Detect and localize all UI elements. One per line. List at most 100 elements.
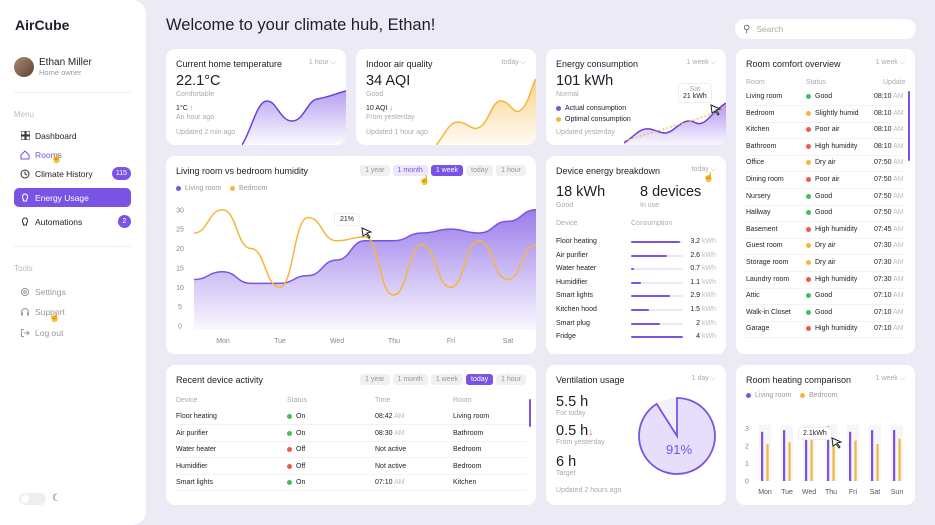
status-badge: High humidity bbox=[806, 143, 857, 150]
scrollbar[interactable] bbox=[908, 91, 910, 161]
period-dropdown[interactable]: 1 week ⌵ bbox=[875, 375, 905, 382]
ventilation-pie bbox=[638, 397, 716, 475]
period-dropdown[interactable]: 1 week ⌵ bbox=[686, 59, 716, 66]
table-row[interactable]: Walk-in Closet Good 07:10 AM bbox=[746, 306, 906, 322]
nav-climate-history[interactable]: Climate History 115 bbox=[14, 164, 131, 183]
period-option[interactable]: today bbox=[466, 165, 494, 176]
y-tick-label: 2 bbox=[745, 443, 749, 450]
room-name: Kitchen bbox=[453, 479, 477, 486]
update-time: 07:50 AM bbox=[874, 159, 904, 167]
table-row[interactable]: Basement High humidity 07:45 AM bbox=[746, 223, 906, 239]
list-item[interactable]: Humidifier 1.1 kWh bbox=[556, 277, 716, 289]
nav-rooms[interactable]: Rooms ☝ bbox=[14, 145, 131, 164]
consumption-bar-track bbox=[631, 322, 683, 325]
status-badge: Poor air bbox=[806, 176, 840, 183]
legend-living-room: Living room bbox=[746, 392, 791, 399]
status-badge: High humidity bbox=[806, 226, 857, 233]
moon-icon: ☾ bbox=[52, 493, 61, 504]
x-tick-label: Fri bbox=[849, 489, 858, 496]
device-name: Humidifier bbox=[556, 278, 588, 286]
period-option[interactable]: 1 hour bbox=[496, 165, 526, 176]
list-item[interactable]: Smart plug 2 kWh bbox=[556, 318, 716, 330]
period-option[interactable]: 1 week bbox=[430, 374, 464, 385]
scrollbar[interactable] bbox=[529, 399, 531, 427]
table-row[interactable]: Living room Good 08:10 AM bbox=[746, 90, 906, 106]
period-option[interactable]: 1 month bbox=[392, 374, 428, 385]
table-row[interactable]: Smart lights On 07:10 AM Kitchen bbox=[176, 475, 526, 491]
search-input[interactable]: ⚲ Search bbox=[735, 19, 916, 39]
table-row[interactable]: Nursery Good 07:50 AM bbox=[746, 190, 906, 206]
period-selector: 1 year 1 month 1 week today 1 hour bbox=[360, 374, 526, 385]
col-consumption: Consumption bbox=[631, 220, 673, 227]
nav-settings[interactable]: Settings bbox=[14, 282, 131, 301]
consumption-bar-fill bbox=[631, 336, 683, 339]
table-row[interactable]: Hallway Good 07:50 AM bbox=[746, 206, 906, 223]
period-dropdown[interactable]: 1 day ⌵ bbox=[691, 375, 716, 382]
room-name: Bathroom bbox=[746, 142, 777, 150]
list-item[interactable]: Water heater 0.7 kWh bbox=[556, 263, 716, 275]
update-time: 07:30 AM bbox=[874, 275, 904, 283]
status-badge: On bbox=[287, 413, 305, 420]
activity-time: Not active bbox=[375, 446, 407, 453]
period-option[interactable]: 1 hour bbox=[496, 374, 526, 385]
room-name: Kitchen bbox=[746, 126, 770, 134]
list-item[interactable]: Floor heating 3.2 kWh bbox=[556, 236, 716, 248]
device-name: Humidifier bbox=[176, 462, 208, 470]
nav-support[interactable]: Support ☝ bbox=[14, 302, 131, 322]
user-profile[interactable]: Ethan Miller Home owner bbox=[14, 57, 92, 77]
list-item[interactable]: Fridge 4 kWh bbox=[556, 331, 716, 343]
list-item[interactable]: Smart lights 2.9 kWh bbox=[556, 290, 716, 302]
card-title: Energy consumption bbox=[556, 59, 639, 69]
x-tick-label: Sat bbox=[503, 338, 514, 345]
arrow-down-icon: ↓ bbox=[588, 427, 594, 438]
card-title: Recent device activity bbox=[176, 375, 264, 385]
table-row[interactable]: Kitchen Poor air 08:10 AM bbox=[746, 123, 906, 140]
col-update: Update bbox=[883, 79, 906, 86]
list-item[interactable]: Air purifier 2.6 kWh bbox=[556, 250, 716, 262]
table-row[interactable]: Attic Good 07:10 AM bbox=[746, 289, 906, 306]
bar-bedroom bbox=[766, 444, 769, 481]
period-option[interactable]: 1 month bbox=[392, 165, 428, 176]
table-row[interactable]: Guest room Dry air 07:30 AM bbox=[746, 239, 906, 256]
list-item[interactable]: Kitchen hood 1.5 kWh bbox=[556, 304, 716, 316]
nav-dashboard[interactable]: Dashboard bbox=[14, 126, 131, 145]
period-dropdown[interactable]: 1 hour ⌵ bbox=[308, 59, 336, 66]
period-dropdown[interactable]: today ⌵ bbox=[691, 166, 716, 173]
table-row[interactable]: Storage room Dry air 07:30 AM bbox=[746, 256, 906, 272]
table-row[interactable]: Floor heating On 08:42 AM Living room bbox=[176, 409, 526, 425]
period-option-active[interactable]: 1 week bbox=[430, 165, 464, 176]
theme-toggle[interactable] bbox=[19, 493, 46, 505]
table-row[interactable]: Office Dry air 07:50 AM bbox=[746, 156, 906, 173]
status-badge: Good bbox=[806, 309, 832, 316]
table-row[interactable]: Garage High humidity 07:10 AM bbox=[746, 322, 906, 339]
table-row[interactable]: Air purifier On 08:30 AM Bathroom bbox=[176, 426, 526, 442]
nav-energy-usage[interactable]: Energy Usage bbox=[14, 188, 131, 207]
room-name: Bedroom bbox=[453, 462, 482, 470]
nav-energy-usage-label: Energy Usage bbox=[35, 192, 89, 203]
period-dropdown[interactable]: today ⌵ bbox=[501, 59, 526, 66]
y-tick-label: 20 bbox=[176, 246, 184, 253]
cursor-pointer-icon bbox=[361, 227, 373, 239]
room-name: Office bbox=[746, 159, 765, 167]
period-option[interactable]: 1 year bbox=[360, 374, 390, 385]
table-row[interactable]: Water heater Off Not active Bedroom bbox=[176, 442, 526, 458]
table-row[interactable]: Bedroom Slightly humid 08:10 AM bbox=[746, 107, 906, 123]
nav-automations[interactable]: Automations 2 bbox=[14, 212, 131, 231]
table-row[interactable]: Humidifier Off Not active Bedroom bbox=[176, 459, 526, 475]
bulb-icon bbox=[20, 192, 30, 203]
humidity-chart: 051015202530MonTueWedThuFriSatSun bbox=[176, 207, 536, 345]
ventilation-target: 6 h bbox=[556, 454, 577, 470]
cursor-hand-icon: ☝ bbox=[703, 172, 715, 182]
period-option[interactable]: 1 year bbox=[360, 165, 390, 176]
bar-bedroom bbox=[832, 444, 835, 481]
consumption-bar-track bbox=[631, 295, 683, 298]
period-dropdown[interactable]: 1 week ⌵ bbox=[875, 59, 905, 66]
table-row[interactable]: Laundry room High humidity 07:30 AM bbox=[746, 273, 906, 289]
period-option-active[interactable]: today bbox=[466, 374, 494, 385]
device-name: Fridge bbox=[556, 333, 576, 341]
nav-logout[interactable]: Log out bbox=[14, 323, 131, 342]
table-row[interactable]: Dining room Poor air 07:50 AM bbox=[746, 173, 906, 189]
update-time: 07:50 AM bbox=[874, 209, 904, 217]
table-row[interactable]: Bathroom High humidity 08:10 AM bbox=[746, 140, 906, 156]
room-name: Living room bbox=[453, 413, 490, 420]
